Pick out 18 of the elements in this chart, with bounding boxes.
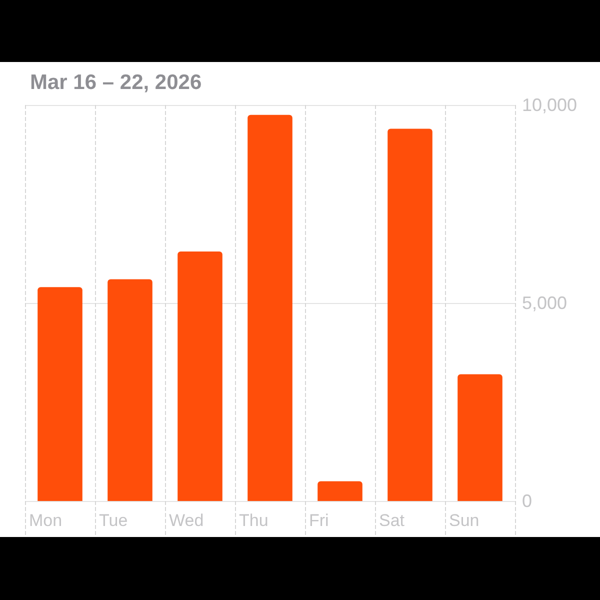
x-tick-label: Sun	[449, 511, 480, 530]
x-tick-label: Tue	[99, 511, 128, 530]
bar	[248, 114, 292, 501]
x-tick-label: Mon	[29, 511, 62, 530]
bar	[38, 287, 82, 501]
bar	[388, 128, 432, 501]
chart-title: Mar 16 – 22, 2026	[30, 71, 202, 94]
y-tick-label: 0	[522, 491, 532, 511]
x-tick-label: Thu	[239, 511, 268, 530]
bar	[178, 252, 222, 501]
x-tick-label: Sat	[379, 511, 405, 530]
y-tick-label: 10,000	[522, 95, 578, 115]
bar	[458, 374, 502, 501]
y-tick-label: 5,000	[522, 293, 568, 313]
x-tick-label: Fri	[309, 511, 329, 530]
bar	[108, 279, 152, 501]
x-tick-label: Wed	[169, 511, 204, 530]
bar	[318, 481, 362, 501]
